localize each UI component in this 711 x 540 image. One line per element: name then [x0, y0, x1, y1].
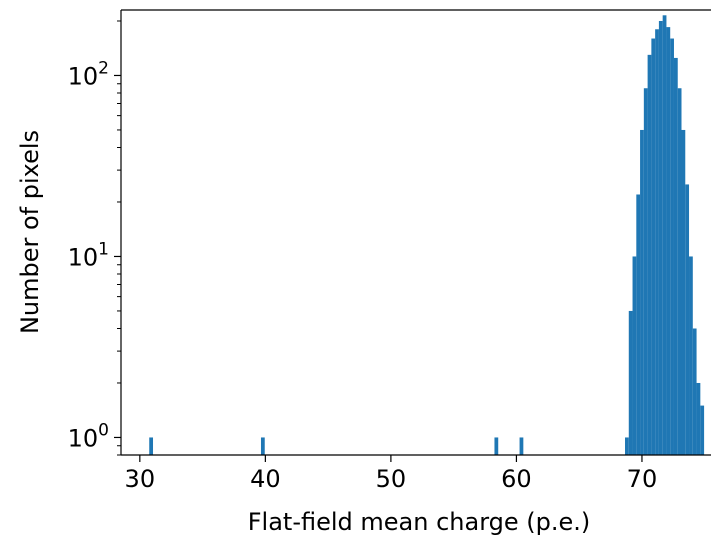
histogram-bar — [681, 129, 686, 455]
histogram-bar — [700, 405, 705, 455]
histogram-bars — [149, 15, 705, 456]
histogram-bar — [677, 88, 682, 455]
histogram-bar — [670, 38, 674, 455]
histogram-bar — [696, 382, 701, 455]
histogram-bar — [662, 15, 667, 456]
y-tick-label: 101 — [68, 239, 109, 271]
histogram-bar — [632, 256, 637, 455]
histogram-bar — [643, 88, 648, 455]
histogram-bar — [658, 20, 663, 456]
histogram-bar — [260, 437, 265, 455]
histogram-bar — [655, 29, 659, 456]
x-axis-ticks: 30 40 50 60 70 — [125, 455, 658, 493]
y-axis-label: Number of pixels — [16, 130, 44, 334]
histogram-bar — [673, 57, 678, 456]
y-tick-label: 102 — [68, 58, 109, 90]
x-tick-label: 50 — [376, 465, 407, 493]
histogram-bar — [149, 437, 154, 455]
histogram-bar — [689, 256, 693, 455]
x-axis-label: Flat-field mean charge (p.e.) — [248, 508, 591, 535]
histogram-bar — [685, 184, 690, 455]
histogram-bar — [651, 38, 656, 455]
x-tick-label: 70 — [627, 465, 658, 493]
histogram-bar — [647, 54, 652, 455]
histogram-bar — [625, 437, 629, 455]
histogram-bar — [666, 27, 671, 456]
y-tick-label: 100 — [68, 420, 109, 452]
y-axis-ticks: 100 101 102 — [68, 58, 121, 452]
histogram-bar — [519, 437, 524, 455]
histogram-bar — [640, 129, 644, 455]
histogram-bar — [692, 328, 697, 455]
histogram-bar — [628, 310, 633, 455]
x-tick-label: 40 — [250, 465, 281, 493]
x-tick-label: 60 — [501, 465, 532, 493]
x-tick-label: 30 — [125, 465, 156, 493]
y-axis-minor-ticks — [117, 20, 121, 456]
histogram-bar — [636, 194, 641, 456]
histogram-bar — [494, 437, 499, 455]
